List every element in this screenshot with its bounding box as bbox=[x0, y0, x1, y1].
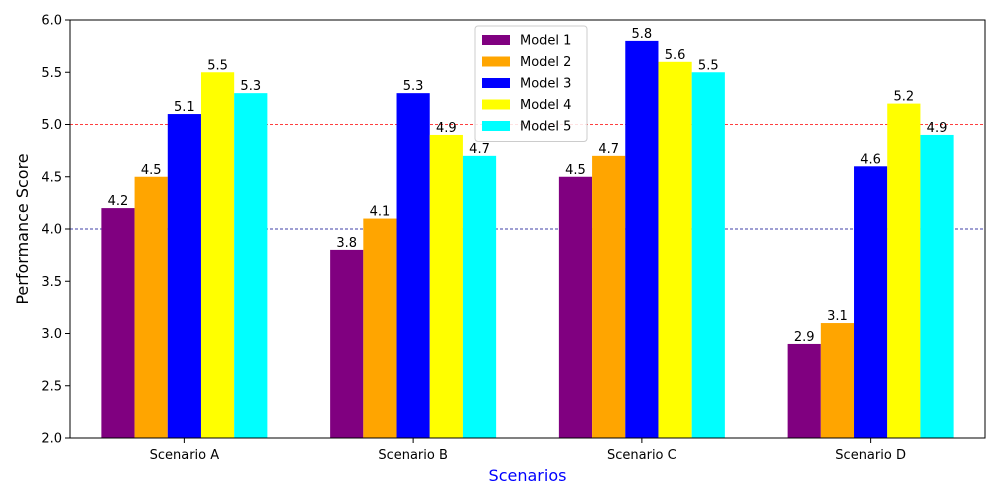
bar bbox=[167, 114, 201, 439]
bar bbox=[234, 93, 268, 439]
legend-swatch bbox=[482, 35, 510, 45]
bar-value-labels: 4.2 4.5 5.1 5.5 5.3 3.8 4.1 5.3 4.9 4.7 4.5 4.7 5.8 5… bbox=[108, 27, 948, 345]
bar bbox=[200, 72, 235, 438]
bar bbox=[920, 134, 954, 438]
y-tick-label: 2.0 bbox=[41, 432, 62, 447]
x-tick-label: Scenario B bbox=[378, 448, 448, 463]
legend-swatch bbox=[482, 56, 510, 67]
bar bbox=[854, 166, 888, 439]
x-axis: Scenario A Scenario B Scenario C Scenario D bbox=[150, 438, 906, 463]
bar bbox=[134, 176, 168, 438]
y-tick-label: 5.5 bbox=[41, 66, 62, 81]
bar bbox=[558, 176, 593, 438]
bar-value-label: 4.6 bbox=[860, 152, 881, 167]
legend-label: Model 2 bbox=[520, 55, 571, 70]
legend: Model 1 Model 2 Model 3 Model 4 Model 5 bbox=[474, 25, 588, 142]
bar-value-label: 3.1 bbox=[827, 309, 848, 324]
x-tick-label: Scenario D bbox=[835, 448, 906, 463]
bar bbox=[330, 249, 364, 438]
y-axis: 2.0 2.5 3.0 3.5 4.0 4.5 5.0 5.5 6.0 bbox=[41, 14, 70, 447]
bar-value-label: 5.1 bbox=[174, 100, 195, 115]
y-axis-title: Performance Score bbox=[13, 153, 32, 304]
bar bbox=[625, 40, 659, 439]
x-axis-title: Scenarios bbox=[489, 466, 567, 485]
y-tick-label: 3.0 bbox=[41, 327, 62, 342]
bar bbox=[462, 155, 497, 438]
bar-value-label: 5.3 bbox=[403, 79, 424, 94]
bar bbox=[820, 323, 855, 438]
bar bbox=[363, 218, 397, 438]
bar bbox=[787, 343, 821, 438]
bar-value-label: 2.9 bbox=[794, 330, 815, 345]
y-tick-label: 2.5 bbox=[41, 379, 62, 394]
bar bbox=[887, 103, 921, 438]
bar bbox=[429, 134, 463, 438]
bar-value-label: 5.5 bbox=[698, 58, 719, 73]
y-tick-label: 4.5 bbox=[41, 170, 62, 185]
bar-value-label: 5.3 bbox=[240, 79, 261, 94]
bar-value-label: 4.7 bbox=[598, 142, 619, 157]
bar bbox=[592, 155, 626, 438]
bar-value-label: 4.5 bbox=[565, 163, 586, 178]
bar-value-label: 5.8 bbox=[632, 27, 653, 42]
x-tick-label: Scenario A bbox=[150, 448, 220, 463]
legend-swatch bbox=[482, 99, 510, 110]
bar-value-label: 5.6 bbox=[665, 48, 686, 63]
y-tick-label: 6.0 bbox=[41, 14, 62, 29]
bar bbox=[396, 93, 430, 439]
bar-value-label: 5.2 bbox=[893, 90, 914, 105]
bar bbox=[101, 208, 135, 438]
bar-value-label: 4.2 bbox=[108, 194, 129, 209]
legend-label: Model 1 bbox=[520, 34, 571, 49]
bar bbox=[658, 61, 692, 439]
bar-value-label: 3.8 bbox=[336, 236, 357, 251]
bars-group bbox=[101, 40, 954, 439]
y-tick-label: 4.0 bbox=[41, 223, 62, 238]
legend-label: Model 4 bbox=[520, 98, 571, 113]
legend-swatch bbox=[482, 121, 510, 131]
legend-label: Model 3 bbox=[520, 77, 571, 92]
x-tick-label: Scenario C bbox=[607, 448, 677, 463]
legend-swatch bbox=[482, 78, 510, 88]
bar-value-label: 4.1 bbox=[370, 205, 391, 220]
bar-value-label: 4.7 bbox=[469, 142, 490, 157]
plot-frame bbox=[69, 19, 986, 439]
bar-value-label: 4.9 bbox=[927, 121, 948, 136]
bar bbox=[691, 72, 725, 438]
y-tick-label: 3.5 bbox=[41, 275, 62, 290]
bar-value-label: 5.5 bbox=[207, 58, 228, 73]
legend-label: Model 5 bbox=[520, 120, 571, 135]
bar-value-label: 4.9 bbox=[436, 121, 457, 136]
bar-value-label: 4.5 bbox=[141, 163, 162, 178]
y-tick-label: 5.0 bbox=[41, 118, 62, 133]
legend-box bbox=[474, 25, 588, 142]
